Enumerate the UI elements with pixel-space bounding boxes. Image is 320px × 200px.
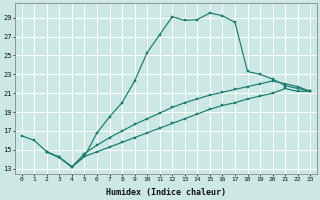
- X-axis label: Humidex (Indice chaleur): Humidex (Indice chaleur): [106, 188, 226, 197]
